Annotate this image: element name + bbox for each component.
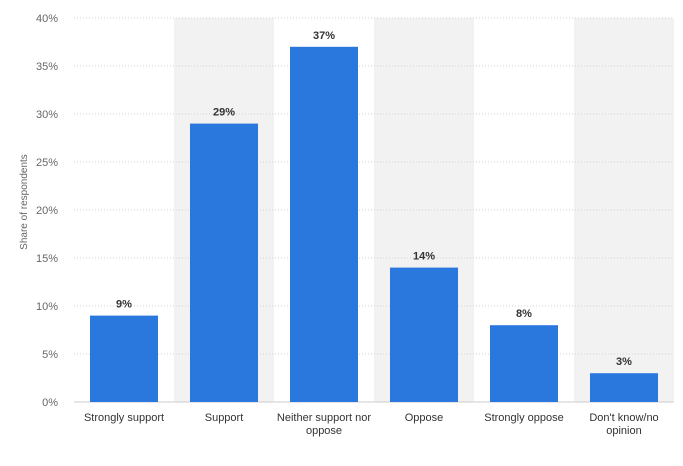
x-category-label: Strongly support — [84, 412, 164, 424]
y-tick-label: 35% — [36, 61, 58, 73]
bar-value-label: 3% — [616, 356, 632, 368]
y-axis-title: Share of respondents — [19, 154, 30, 250]
y-tick-label: 0% — [42, 397, 58, 409]
bar-value-label: 29% — [213, 107, 235, 119]
bar — [390, 267, 458, 402]
bar — [590, 373, 658, 402]
y-tick-label: 5% — [42, 349, 58, 361]
y-tick-label: 25% — [36, 157, 58, 169]
bar — [190, 123, 258, 402]
bar — [90, 315, 158, 402]
bar — [290, 46, 358, 403]
y-tick-label: 30% — [36, 109, 58, 121]
x-category-label: Don't know/no opinion — [589, 412, 658, 437]
y-tick-label: 10% — [36, 301, 58, 313]
bar-value-label: 37% — [313, 30, 335, 42]
bar-value-label: 9% — [116, 299, 132, 311]
x-category-label: Strongly oppose — [484, 412, 564, 424]
x-category-label: Oppose — [405, 412, 444, 424]
bar — [490, 325, 558, 402]
x-category-label: Neither support nor oppose — [277, 412, 371, 437]
x-category-label: Support — [205, 412, 244, 424]
y-tick-label: 15% — [36, 253, 58, 265]
bar-value-label: 8% — [516, 308, 532, 320]
bar-value-label: 14% — [413, 251, 435, 263]
y-tick-label: 40% — [36, 13, 58, 25]
y-tick-label: 20% — [36, 205, 58, 217]
